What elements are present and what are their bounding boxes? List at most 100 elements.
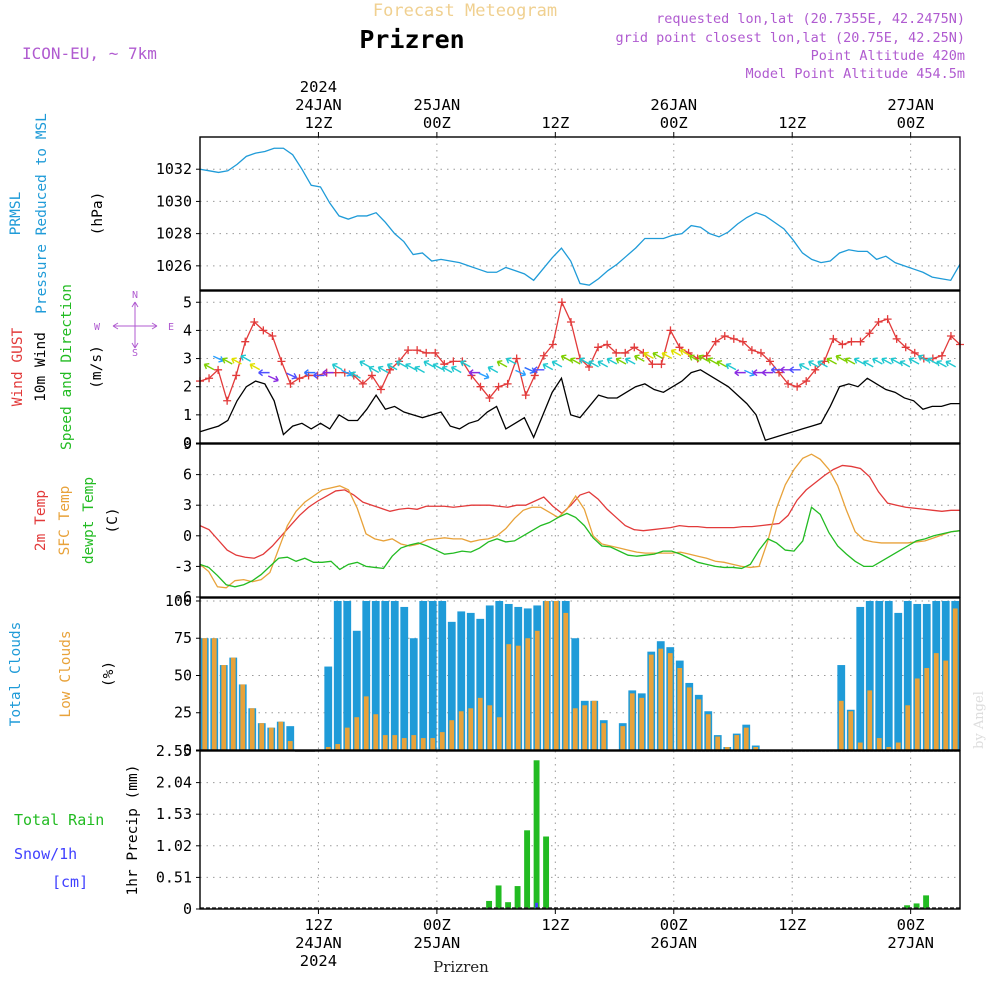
panel-label: SFC Temp	[57, 486, 73, 556]
gust-marker	[856, 337, 865, 346]
panel-label: Snow/1h	[14, 845, 77, 863]
wind-arrow	[386, 362, 398, 371]
y-tick-label: 0	[183, 900, 192, 918]
low-cloud-bar	[382, 735, 388, 750]
gust-marker	[259, 326, 268, 335]
wind-arrow	[643, 351, 654, 360]
wind-arrow	[496, 360, 508, 368]
low-cloud-bar	[544, 600, 550, 750]
time-tick-label: 00Z	[897, 916, 925, 934]
time-tick-label: 26JAN	[650, 934, 697, 952]
panel-unit: (%)	[101, 661, 117, 687]
wind-arrow	[872, 357, 883, 365]
gust-marker	[431, 348, 440, 357]
gust-marker	[530, 371, 539, 380]
time-tick-label: 12Z	[304, 114, 332, 132]
total-cloud-bar	[447, 621, 456, 750]
gust-marker	[205, 374, 214, 383]
credit-label: by Angel	[972, 691, 987, 749]
time-tick-label: 12Z	[778, 916, 806, 934]
rain-bar	[495, 885, 502, 909]
panel-frame	[199, 443, 961, 598]
wind-arrow	[844, 357, 856, 365]
total-cloud-bar	[428, 600, 437, 750]
y-tick-label: 2.04	[156, 774, 192, 792]
wind-arrow	[679, 348, 691, 357]
gust-marker	[747, 346, 756, 355]
gust-marker	[512, 354, 521, 363]
compass-letter: N	[132, 290, 138, 301]
total-cloud-bar	[438, 600, 447, 750]
gust-marker	[277, 357, 286, 366]
total-cloud-bar	[362, 600, 371, 750]
y-tick-label: 2	[183, 378, 192, 396]
low-cloud-bar	[278, 721, 284, 750]
panel-frame	[199, 136, 961, 291]
panel-frame	[199, 750, 961, 910]
series-line	[199, 147, 961, 286]
low-cloud-bar	[458, 711, 464, 750]
low-cloud-bar	[952, 608, 958, 750]
wind-arrow	[505, 357, 517, 365]
low-cloud-bar	[477, 697, 483, 750]
rain-bar	[486, 900, 493, 909]
low-cloud-bar	[933, 653, 939, 750]
rain-bar	[904, 905, 911, 909]
low-cloud-bar	[373, 714, 379, 750]
gust-marker	[793, 382, 802, 391]
time-tick-label: 12Z	[778, 114, 806, 132]
panel-unit: (C)	[105, 507, 121, 533]
wind-arrow	[945, 360, 957, 368]
y-tick-label: 75	[174, 629, 192, 647]
wind-arrow	[652, 351, 663, 360]
pressure-panel: 1026 1028 1030 1032 PRMSL Pressure Reduced to…	[8, 113, 961, 314]
low-cloud-bar	[468, 708, 474, 750]
wind-arrow	[450, 365, 462, 374]
panel-label: Speed and Direction	[59, 284, 75, 450]
wind-arrow	[359, 360, 370, 368]
wind-panel: 0 1 2 3 4 5 Wind GUST 10m Wind Speed and Directi…	[10, 284, 964, 452]
low-cloud-bar	[876, 738, 882, 750]
wind-arrow	[313, 371, 325, 380]
wind-arrow	[303, 369, 316, 377]
gust-marker	[485, 393, 494, 402]
wind-arrow	[213, 355, 224, 363]
wind-arrow	[231, 357, 242, 365]
total-cloud-bar	[476, 618, 485, 750]
gust-marker	[358, 379, 367, 388]
panel-frame	[199, 597, 961, 751]
time-tick-label: 24JAN	[295, 96, 342, 114]
gust-marker	[367, 371, 376, 380]
total-cloud-bar	[495, 600, 504, 750]
gust-marker	[720, 332, 729, 341]
low-cloud-bar	[677, 668, 683, 750]
low-cloud-bar	[249, 708, 255, 750]
total-cloud-bar	[343, 600, 352, 750]
low-cloud-bar	[620, 726, 626, 750]
total-cloud-bar	[894, 612, 903, 750]
wind-arrow	[707, 357, 718, 365]
chart-title: Prizren	[359, 25, 464, 54]
panel-unit: (m/s)	[89, 345, 105, 389]
total-cloud-bar	[352, 630, 361, 750]
low-cloud-bar	[420, 738, 426, 750]
time-tick-label: 12Z	[541, 916, 569, 934]
model-altitude: Model Point Altitude 454.5m	[746, 66, 965, 82]
gust-marker	[404, 346, 413, 355]
gust-marker	[729, 334, 738, 343]
panel-label: PRMSL	[8, 191, 24, 235]
panel-unit: (hPa)	[90, 192, 106, 236]
gust-marker	[386, 365, 394, 374]
gust-marker	[241, 337, 250, 346]
time-tick-label: 2024	[300, 78, 337, 96]
low-cloud-bar	[591, 700, 597, 750]
gust-marker	[521, 391, 530, 400]
low-cloud-bar	[496, 717, 502, 750]
low-cloud-bar	[449, 720, 455, 750]
wind-arrow	[368, 365, 380, 374]
wind-arrow	[249, 362, 261, 371]
wind-arrow	[441, 365, 453, 374]
wind-arrow	[286, 372, 298, 380]
wind-arrow	[588, 360, 599, 368]
